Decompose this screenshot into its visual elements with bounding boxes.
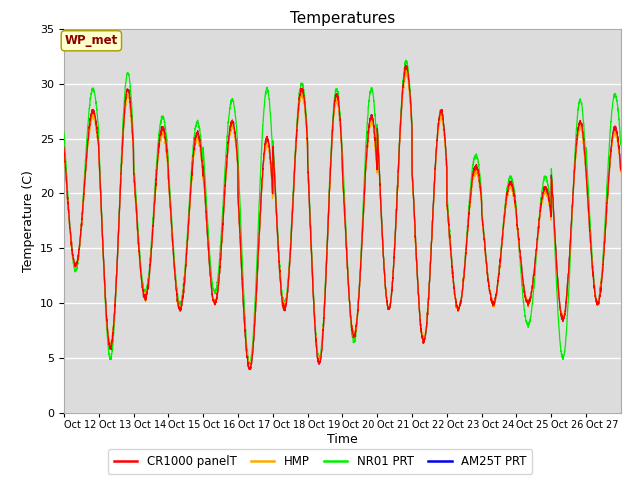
NR01 PRT: [414, 283, 422, 289]
CR1000 panelT: [174, 300, 182, 305]
HMP: [499, 234, 506, 240]
NR01 PRT: [532, 256, 540, 262]
AM25T PRT: [611, 124, 619, 130]
HMP: [463, 236, 471, 242]
NR01 PRT: [463, 229, 471, 235]
Text: WP_met: WP_met: [65, 34, 118, 48]
AM25T PRT: [532, 249, 540, 255]
CR1000 panelT: [532, 249, 540, 255]
Line: HMP: HMP: [64, 70, 621, 369]
HMP: [246, 366, 254, 372]
HMP: [532, 250, 540, 256]
Y-axis label: Temperature (C): Temperature (C): [22, 170, 35, 272]
NR01 PRT: [617, 142, 625, 148]
AM25T PRT: [246, 366, 254, 372]
Line: AM25T PRT: AM25T PRT: [64, 66, 621, 369]
HMP: [174, 299, 182, 304]
NR01 PRT: [174, 294, 182, 300]
CR1000 panelT: [499, 232, 506, 238]
AM25T PRT: [499, 232, 506, 238]
AM25T PRT: [414, 283, 422, 289]
Legend: CR1000 panelT, HMP, NR01 PRT, AM25T PRT: CR1000 panelT, HMP, NR01 PRT, AM25T PRT: [108, 449, 532, 474]
NR01 PRT: [60, 130, 68, 135]
CR1000 panelT: [611, 124, 619, 130]
CR1000 panelT: [246, 367, 254, 372]
HMP: [60, 146, 68, 152]
AM25T PRT: [174, 300, 182, 305]
CR1000 panelT: [463, 234, 471, 240]
HMP: [611, 129, 619, 134]
AM25T PRT: [60, 144, 68, 150]
AM25T PRT: [402, 63, 410, 69]
HMP: [414, 282, 422, 288]
AM25T PRT: [617, 167, 625, 173]
CR1000 panelT: [414, 283, 422, 289]
HMP: [402, 67, 410, 72]
AM25T PRT: [463, 234, 471, 240]
CR1000 panelT: [402, 62, 410, 68]
NR01 PRT: [499, 229, 506, 235]
CR1000 panelT: [617, 168, 625, 173]
NR01 PRT: [611, 91, 619, 97]
NR01 PRT: [246, 361, 254, 367]
CR1000 panelT: [60, 144, 68, 150]
Line: CR1000 panelT: CR1000 panelT: [64, 65, 621, 370]
Title: Temperatures: Temperatures: [290, 11, 395, 26]
HMP: [617, 169, 625, 175]
Line: NR01 PRT: NR01 PRT: [64, 60, 621, 364]
X-axis label: Time: Time: [327, 432, 358, 445]
NR01 PRT: [402, 57, 410, 63]
